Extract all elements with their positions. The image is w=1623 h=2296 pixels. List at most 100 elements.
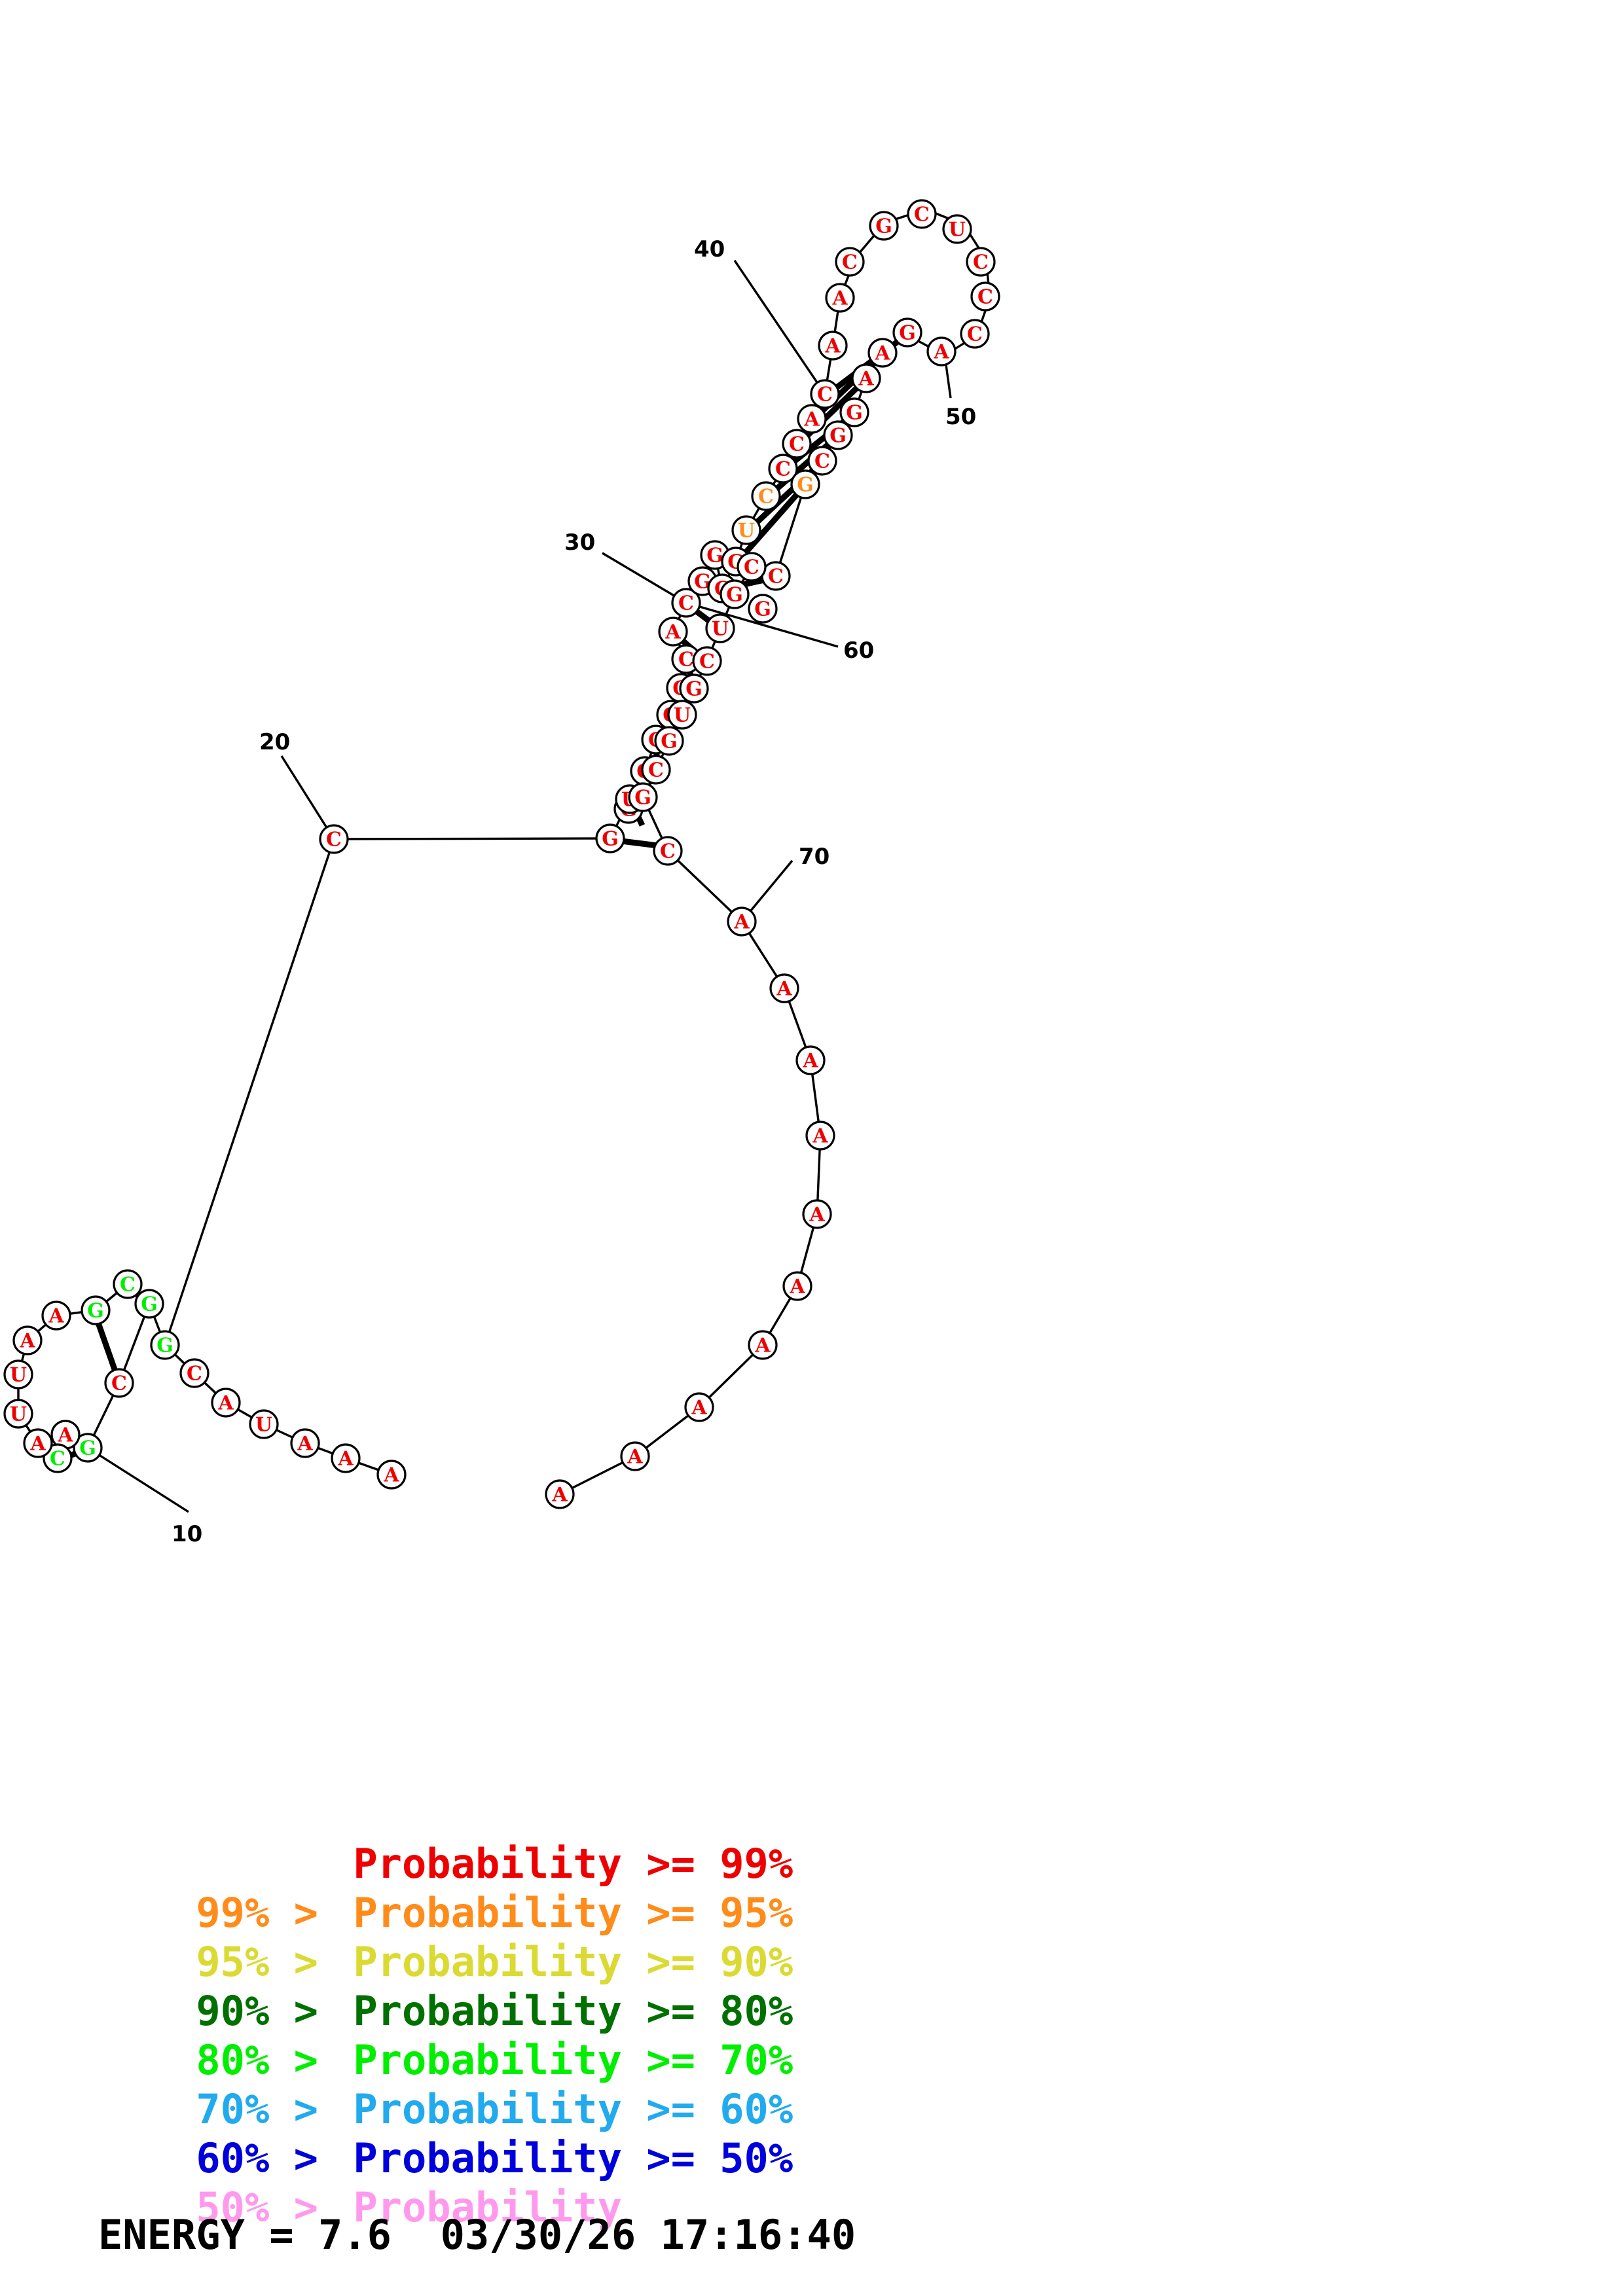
- nucleotide-75[interactable]: A: [782, 1271, 812, 1301]
- nucleotide-circle[interactable]: [73, 1433, 103, 1463]
- nucleotide-circle[interactable]: [731, 515, 761, 545]
- nucleotide-64[interactable]: G: [679, 673, 709, 704]
- nucleotide-circle[interactable]: [653, 836, 683, 866]
- nucleotide-circle[interactable]: [802, 1199, 832, 1229]
- nucleotide-circle[interactable]: [825, 283, 855, 313]
- nucleotide-circle[interactable]: [720, 579, 750, 609]
- nucleotide-52[interactable]: A: [867, 338, 898, 368]
- nucleotide-circle[interactable]: [835, 247, 865, 277]
- nucleotide-circle[interactable]: [658, 617, 688, 647]
- nucleotide-2[interactable]: A: [331, 1443, 361, 1473]
- nucleotide-circle[interactable]: [290, 1428, 320, 1458]
- nucleotide-9[interactable]: C: [104, 1368, 134, 1398]
- nucleotide-47[interactable]: C: [966, 247, 996, 277]
- nucleotide-78[interactable]: A: [620, 1441, 650, 1471]
- nucleotide-79[interactable]: A: [545, 1479, 575, 1509]
- nucleotide-circle[interactable]: [748, 1330, 778, 1360]
- nucleotide-49[interactable]: C: [960, 319, 990, 349]
- nucleotide-circle[interactable]: [805, 1121, 835, 1151]
- nucleotide-54[interactable]: G: [839, 397, 869, 427]
- nucleotide-circle[interactable]: [823, 420, 853, 450]
- nucleotide-71[interactable]: A: [769, 973, 799, 1003]
- nucleotide-circle[interactable]: [751, 481, 781, 511]
- nucleotide-circle[interactable]: [249, 1409, 279, 1439]
- nucleotide-circle[interactable]: [595, 823, 625, 853]
- nucleotide-48[interactable]: C: [970, 281, 1000, 312]
- nucleotide-45[interactable]: C: [907, 199, 937, 229]
- nucleotide-44[interactable]: G: [869, 211, 899, 241]
- nucleotide-13[interactable]: A: [23, 1428, 53, 1458]
- nucleotide-62[interactable]: U: [705, 613, 735, 643]
- nucleotide-circle[interactable]: [810, 379, 840, 409]
- nucleotide-67[interactable]: C: [641, 755, 671, 785]
- nucleotide-circle[interactable]: [839, 397, 869, 427]
- nucleotide-circle[interactable]: [782, 1271, 812, 1301]
- nucleotide-circle[interactable]: [705, 613, 735, 643]
- nucleotide-19[interactable]: C: [113, 1269, 143, 1299]
- nucleotide-circle[interactable]: [211, 1388, 241, 1418]
- nucleotide-circle[interactable]: [684, 1392, 714, 1422]
- nucleotide-41[interactable]: A: [818, 331, 848, 361]
- nucleotide-circle[interactable]: [807, 446, 837, 476]
- nucleotide-circle[interactable]: [376, 1460, 407, 1490]
- nucleotide-circle[interactable]: [867, 338, 898, 368]
- nucleotide-circle[interactable]: [926, 336, 957, 367]
- nucleotide-21[interactable]: G: [595, 823, 625, 853]
- nucleotide-circle[interactable]: [545, 1479, 575, 1509]
- nucleotide-35[interactable]: U: [731, 515, 761, 545]
- nucleotide-circle[interactable]: [851, 363, 881, 393]
- nucleotide-circle[interactable]: [869, 211, 899, 241]
- nucleotide-61[interactable]: G: [720, 579, 750, 609]
- nucleotide-circle[interactable]: [790, 469, 820, 499]
- nucleotide-68[interactable]: G: [628, 782, 658, 812]
- nucleotide-46[interactable]: U: [942, 214, 972, 244]
- nucleotide-16[interactable]: A: [12, 1325, 43, 1355]
- nucleotide-38[interactable]: C: [782, 429, 812, 459]
- nucleotide-59[interactable]: G: [748, 594, 778, 624]
- nucleotide-15[interactable]: U: [3, 1359, 33, 1390]
- nucleotide-circle[interactable]: [782, 429, 812, 459]
- nucleotide-42[interactable]: A: [825, 283, 855, 313]
- nucleotide-circle[interactable]: [41, 1300, 71, 1331]
- nucleotide-3[interactable]: A: [290, 1428, 320, 1458]
- nucleotide-65[interactable]: U: [667, 700, 697, 730]
- nucleotide-51[interactable]: G: [892, 317, 922, 348]
- nucleotide-circle[interactable]: [641, 755, 671, 785]
- nucleotide-circle[interactable]: [818, 331, 848, 361]
- nucleotide-circle[interactable]: [319, 824, 349, 854]
- nucleotide-circle[interactable]: [620, 1441, 650, 1471]
- nucleotide-29[interactable]: A: [658, 617, 688, 647]
- nucleotide-circle[interactable]: [797, 404, 827, 434]
- nucleotide-circle[interactable]: [727, 906, 757, 937]
- nucleotide-circle[interactable]: [970, 281, 1000, 312]
- nucleotide-1[interactable]: A: [376, 1460, 407, 1490]
- nucleotide-circle[interactable]: [12, 1325, 43, 1355]
- nucleotide-circle[interactable]: [179, 1358, 210, 1388]
- nucleotide-circle[interactable]: [907, 199, 937, 229]
- nucleotide-circle[interactable]: [43, 1443, 73, 1473]
- nucleotide-76[interactable]: A: [748, 1330, 778, 1360]
- nucleotide-57[interactable]: G: [790, 469, 820, 499]
- nucleotide-73[interactable]: A: [805, 1121, 835, 1151]
- nucleotide-circle[interactable]: [150, 1330, 180, 1360]
- nucleotide-66[interactable]: G: [654, 726, 684, 756]
- nucleotide-circle[interactable]: [892, 317, 922, 348]
- nucleotide-74[interactable]: A: [802, 1199, 832, 1229]
- nucleotide-circle[interactable]: [628, 782, 658, 812]
- nucleotide-63[interactable]: C: [692, 646, 722, 676]
- nucleotide-8[interactable]: G: [134, 1289, 164, 1319]
- nucleotide-77[interactable]: A: [684, 1392, 714, 1422]
- nucleotide-5[interactable]: A: [211, 1388, 241, 1418]
- nucleotide-50[interactable]: A: [926, 336, 957, 367]
- nucleotide-14[interactable]: U: [3, 1399, 33, 1429]
- nucleotide-circle[interactable]: [768, 454, 798, 484]
- nucleotide-39[interactable]: A: [797, 404, 827, 434]
- nucleotide-circle[interactable]: [104, 1368, 134, 1398]
- nucleotide-circle[interactable]: [966, 247, 996, 277]
- nucleotide-circle[interactable]: [748, 594, 778, 624]
- nucleotide-55[interactable]: G: [823, 420, 853, 450]
- nucleotide-6[interactable]: C: [179, 1358, 210, 1388]
- nucleotide-53[interactable]: A: [851, 363, 881, 393]
- nucleotide-60[interactable]: C: [737, 552, 767, 582]
- nucleotide-circle[interactable]: [23, 1428, 53, 1458]
